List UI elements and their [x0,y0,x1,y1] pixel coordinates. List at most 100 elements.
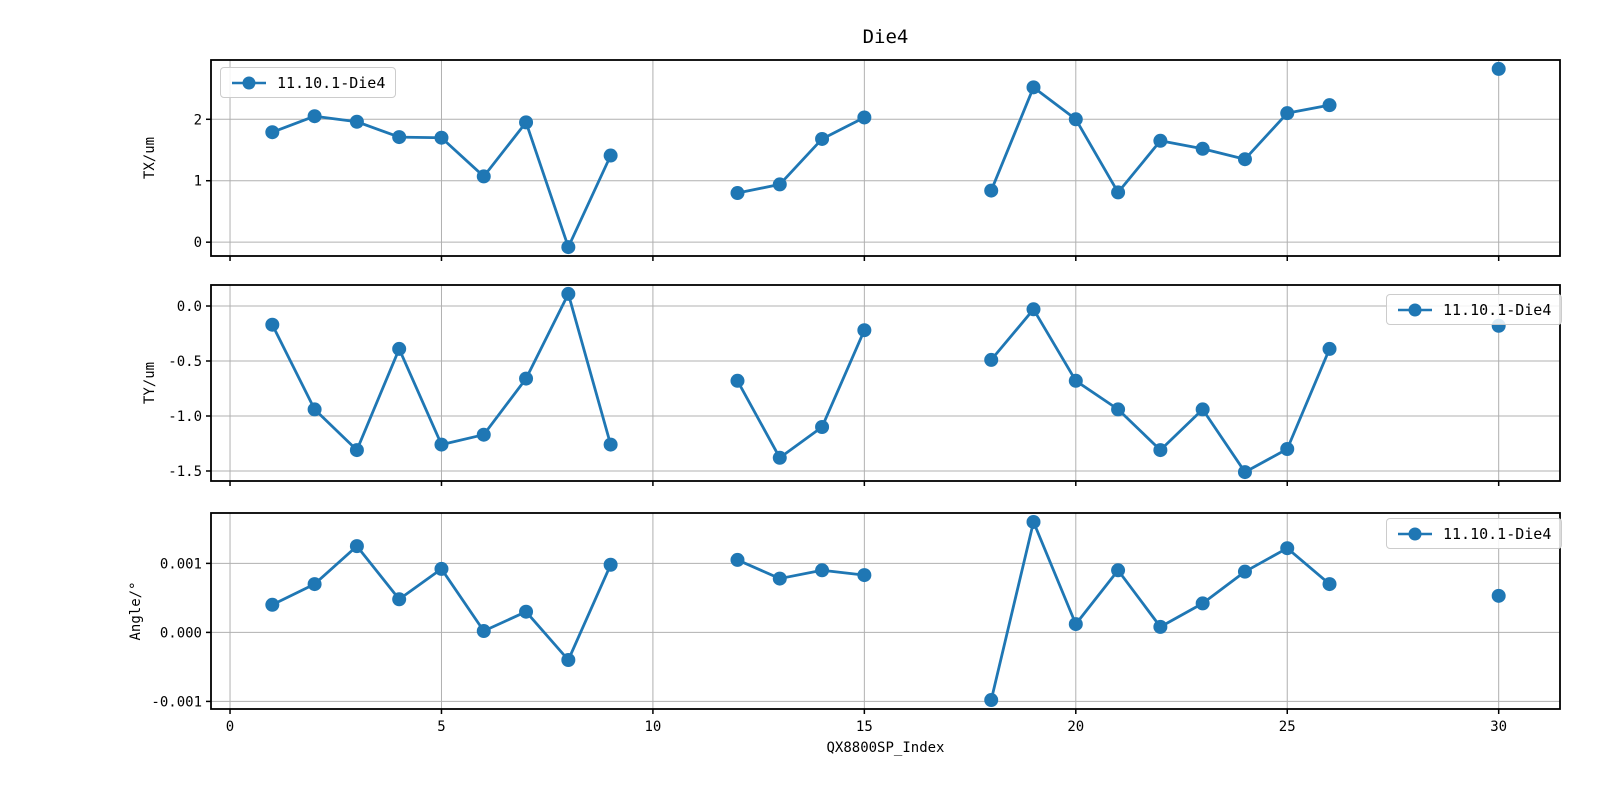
x-tick-label: 15 [856,719,873,735]
data-point [1111,185,1126,200]
data-point [476,624,491,639]
data-point [1322,98,1337,113]
axes-frame [210,512,1561,710]
data-point [265,317,280,332]
data-point [307,109,322,124]
data-series-line [736,116,866,195]
data-point [603,437,618,452]
data-point [1237,465,1252,480]
data-point [1491,61,1506,76]
legend-line-marker-icon [1398,527,1432,540]
data-point [434,130,449,145]
legend-tx: 11.10.1-Die4 [220,67,397,98]
data-point [772,450,787,465]
legend-angle: 11.10.1-Die4 [1386,518,1563,549]
data-point [1280,541,1295,556]
legend-label: 11.10.1-Die4 [1443,300,1552,319]
data-series-line [736,558,866,580]
data-point [857,323,872,338]
y-tick-label: -1.0 [168,409,202,425]
data-point [561,240,576,255]
x-tick-label: 10 [644,719,661,735]
data-point [984,352,999,367]
data-point [1195,596,1210,611]
legend-line-marker-icon [232,76,266,89]
data-point [307,577,322,592]
data-point [1026,302,1041,317]
legend-ty: 11.10.1-Die4 [1386,294,1563,325]
ty-axis-label: TY/um [142,361,158,405]
data-point [476,427,491,442]
data-point [392,592,407,607]
data-point [1068,112,1083,127]
data-point [265,125,280,140]
angle-axis-label: Angle/° [128,581,144,641]
axes-frame [210,59,1561,257]
y-tick-label: 1 [194,174,202,190]
data-point [1026,80,1041,95]
data-point [1195,141,1210,156]
data-point [603,557,618,572]
legend-label: 11.10.1-Die4 [1443,524,1552,543]
data-point [519,115,534,130]
data-point [1237,564,1252,579]
data-point [772,571,787,586]
data-point [1491,588,1506,603]
data-point [772,177,787,192]
data-point [1237,152,1252,167]
data-point [730,373,745,388]
data-point [561,653,576,667]
data-point [1195,402,1210,417]
data-point [730,552,745,567]
data-point [815,131,830,146]
y-tick-label: 0.000 [160,625,202,641]
x-tick-label: 0 [226,719,234,735]
data-point [1068,617,1083,632]
data-point [1111,563,1126,578]
data-point [434,437,449,452]
y-tick-label: 0.001 [160,556,202,572]
data-point [392,341,407,356]
x-tick-label: 20 [1067,719,1084,735]
data-point [1153,133,1168,148]
data-point [561,286,576,301]
legend-line-marker-icon [1398,303,1432,316]
data-point [349,114,364,129]
data-point [434,561,449,576]
data-series-line [736,328,866,460]
x-tick-label: 25 [1279,719,1296,735]
y-tick-label: 0 [194,235,202,251]
data-point [307,402,322,417]
data-point [1153,619,1168,634]
data-point [815,563,830,578]
chart-title: Die4 [862,26,909,48]
data-point [1280,441,1295,456]
y-tick-label: -0.001 [151,694,202,710]
axes-frame [210,284,1561,482]
data-point [519,604,534,619]
data-point [857,568,872,583]
data-point [984,183,999,198]
data-point [265,597,280,612]
data-point [1153,443,1168,458]
data-point [1322,341,1337,356]
y-tick-label: 0.0 [177,299,202,315]
y-tick-label: 2 [194,112,202,128]
data-point [1111,402,1126,417]
x-tick-label: 30 [1490,719,1507,735]
tx-axis-label: TX/um [142,136,158,180]
y-tick-label: -0.5 [168,354,202,370]
data-point [392,130,407,145]
data-point [1068,373,1083,388]
data-series-line [989,520,1331,702]
data-point [349,443,364,458]
data-point [1280,106,1295,121]
data-point [476,169,491,184]
data-point [857,110,872,125]
data-point [603,148,618,163]
data-point [1026,514,1041,529]
x-tick-label: 5 [437,719,445,735]
data-point [519,371,534,386]
